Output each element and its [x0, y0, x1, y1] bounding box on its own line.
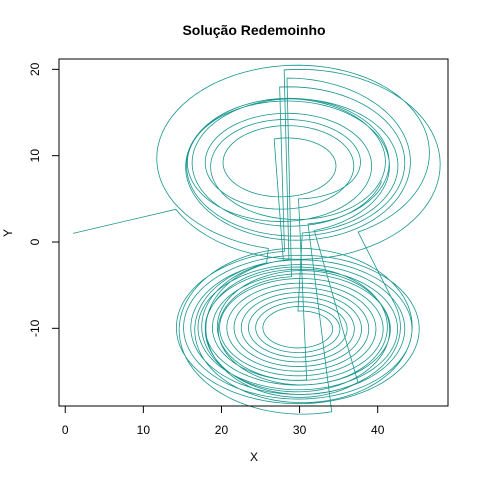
x-tick-label: 0: [62, 423, 69, 437]
x-tick-label: 20: [215, 423, 229, 437]
trajectory-line: [72, 64, 441, 415]
x-axis: 0 10 20 30 40: [62, 405, 385, 437]
chart-title: Solução Redemoinho: [182, 22, 325, 38]
y-axis-label: Y: [1, 229, 15, 237]
y-tick-label: 20: [28, 62, 42, 76]
x-tick-label: 30: [293, 423, 307, 437]
y-tick-label: 0: [28, 238, 42, 245]
trajectory-traces: [72, 64, 441, 415]
y-tick-label: -10: [28, 319, 42, 337]
x-axis-label: X: [250, 450, 258, 464]
plot-frame: [58, 58, 449, 407]
y-tick-label: 10: [28, 149, 42, 163]
y-axis: -10 0 10 20: [28, 62, 60, 337]
plot-area: [58, 58, 449, 415]
x-tick-label: 40: [371, 423, 385, 437]
x-tick-label: 10: [137, 423, 151, 437]
